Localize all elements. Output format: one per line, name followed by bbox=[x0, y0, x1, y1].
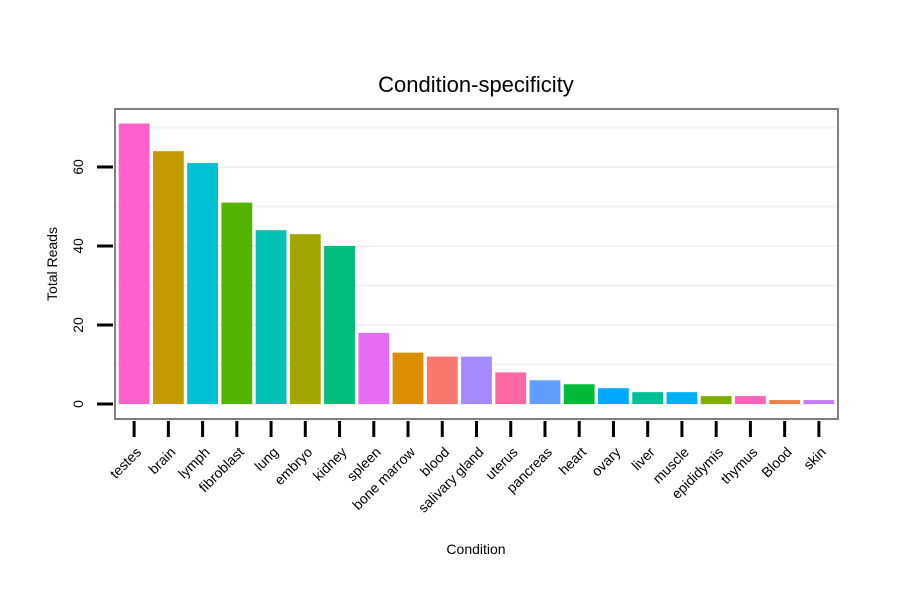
bar-muscle bbox=[666, 392, 698, 404]
bar-blood bbox=[426, 356, 458, 404]
plot-panel-border bbox=[114, 108, 839, 420]
bar-salivary-gland bbox=[461, 356, 492, 404]
y-tick-label: 20 bbox=[70, 317, 86, 333]
chart-title: Condition-specificity bbox=[378, 72, 574, 97]
bar-lung bbox=[255, 230, 287, 404]
bar-bone-marrow bbox=[392, 352, 424, 404]
y-axis-label: Total Reads bbox=[44, 227, 60, 301]
y-tick-label: 0 bbox=[70, 400, 86, 408]
bar-thymus bbox=[734, 396, 766, 404]
x-axis-label: Condition bbox=[446, 541, 505, 557]
bar-spleen bbox=[358, 332, 390, 404]
bar-lymph bbox=[187, 163, 219, 404]
bar-fibroblast bbox=[221, 202, 253, 404]
bar-embryo bbox=[289, 234, 321, 404]
bar-liver bbox=[632, 392, 664, 404]
bar-kidney bbox=[324, 246, 355, 404]
y-tick-label: 40 bbox=[70, 238, 86, 254]
bar-skin bbox=[803, 400, 835, 404]
bar-uterus bbox=[495, 372, 527, 404]
bars bbox=[118, 123, 835, 405]
bar-epididymis bbox=[700, 396, 732, 404]
bar-ovary bbox=[598, 388, 629, 404]
y-tick-label: 60 bbox=[70, 159, 86, 175]
y-axis: 0 20 40 60 bbox=[70, 159, 113, 408]
bar-testes bbox=[118, 123, 150, 405]
bar-blood bbox=[769, 400, 801, 404]
bar-brain bbox=[152, 151, 184, 404]
bar-heart bbox=[563, 384, 595, 404]
bar-pancreas bbox=[529, 380, 561, 404]
